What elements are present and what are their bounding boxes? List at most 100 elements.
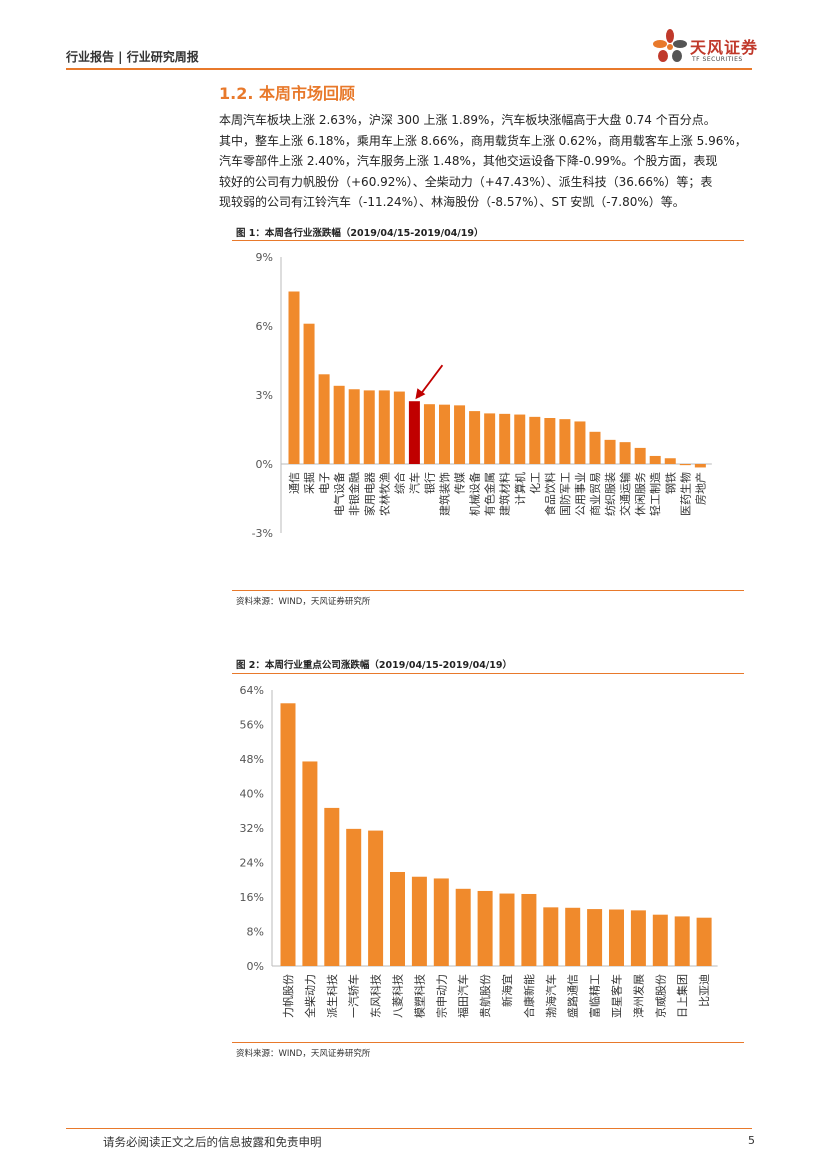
x-category-label: 模塑科技 (412, 974, 426, 1018)
bar (477, 890, 493, 966)
x-category-label: 福田汽车 (456, 974, 470, 1018)
bar (499, 893, 515, 966)
paragraph-line: 汽车零部件上涨 2.40%，汽车服务上涨 1.48%，其他交运设备下降-0.99… (219, 154, 718, 168)
y-tick-label: -3% (252, 527, 273, 540)
logo-subtext: TF SECURITIES (692, 56, 743, 63)
bar (324, 807, 340, 966)
paragraph-line: 现较弱的公司有江铃汽车（-11.24%）、林海股份（-8.57%）、ST 安凯（… (219, 195, 685, 209)
bar (455, 888, 471, 966)
bar (454, 405, 466, 464)
bar (674, 916, 690, 966)
bar (484, 413, 496, 464)
y-tick-label: 40% (240, 788, 264, 801)
x-category-label: 日上集团 (675, 974, 689, 1018)
x-category-label: 医药生物 (678, 472, 692, 516)
bar (318, 374, 330, 464)
bar (390, 871, 405, 966)
x-category-label: 银行 (422, 472, 436, 494)
bar (288, 291, 300, 464)
x-category-label: 食品饮料 (543, 472, 557, 516)
report-header: 行业报告 | 行业研究周报 (66, 50, 199, 64)
y-tick-label: 16% (240, 891, 264, 904)
x-category-label: 力帆股份 (281, 974, 295, 1018)
industry-change-chart: 9%6%3%0%-3%通信 采掘 电子 电气设备 非银金融 家用电器 农林牧渔 综合 汽车 银行建… (252, 251, 712, 540)
x-category-label: 贵航股份 (478, 974, 492, 1018)
y-tick-label: 6% (256, 320, 273, 333)
x-category-label: 休闲服务 (633, 472, 647, 516)
bar (609, 909, 624, 966)
company-change-chart: 64% 56% 48% 40% 32% 24% 16% 8% 0% 力帆股份 全柴动力 派生科技 一汽轿… (240, 684, 718, 1018)
y-tick-label: 48% (240, 753, 264, 766)
x-category-label: 东风科技 (369, 974, 383, 1018)
x-category-label: 新海宜 (500, 974, 514, 1007)
figure2-title: 图 2：本周行业重点公司涨跌幅（2019/04/15-2019/04/19） (236, 660, 513, 671)
arrow-head-icon (415, 388, 426, 400)
figure1-top-rule (232, 240, 744, 241)
bar (696, 917, 712, 966)
y-tick-label: 3% (256, 389, 273, 402)
bar (368, 830, 384, 966)
bar (469, 411, 481, 464)
figure2-source: 资料来源：WIND，天风证券研究所 (236, 1049, 371, 1059)
market-review-paragraph: 本周汽车板块上涨 2.63%，沪深 300 上涨 1.89%，汽车板块涨幅高于大… (219, 110, 764, 213)
x-category-label: 有色金属 (483, 472, 497, 516)
y-tick-label: 8% (247, 926, 264, 939)
bar (393, 391, 405, 464)
bar (694, 464, 706, 468)
x-category-label: 比亚迪 (698, 974, 711, 1007)
x-category-label: 家用电器 (362, 472, 376, 516)
x-category-label: 电气设备 (332, 472, 346, 516)
bar (499, 413, 511, 464)
x-category-label: 盛路通信 (566, 974, 580, 1018)
y-tick-label: 56% (240, 719, 264, 732)
bar (521, 893, 537, 966)
x-category-label: 商业贸易 (588, 472, 602, 516)
header-divider (66, 68, 752, 70)
x-category-label: 农林牧渔 (377, 472, 391, 516)
x-category-label: 公用事业 (574, 472, 587, 516)
x-category-label: 宗申动力 (434, 974, 448, 1018)
x-category-label: 机械设备 (468, 472, 482, 516)
x-category-label: 电子 (318, 472, 331, 494)
bar (559, 419, 571, 464)
bar (630, 910, 646, 966)
bar (652, 914, 668, 966)
footer-divider (66, 1128, 752, 1129)
x-category-label: 综合 (392, 472, 406, 494)
bar (619, 442, 631, 464)
x-category-label: 计算机 (513, 472, 527, 505)
bar (302, 761, 318, 966)
y-tick-label: 0% (256, 458, 273, 471)
paragraph-line: 其中，整车上涨 6.18%，乘用车上涨 8.66%，商用载货车上涨 0.62%，… (219, 133, 747, 148)
bar (544, 418, 556, 464)
bar (346, 828, 362, 966)
x-category-label: 采掘 (302, 472, 316, 494)
bar (543, 907, 559, 966)
bar (589, 431, 601, 464)
bar (565, 907, 581, 966)
x-category-label: 轻工制造 (648, 472, 662, 516)
bar (378, 390, 390, 464)
x-category-label: 建筑装饰 (438, 472, 452, 516)
x-category-label: 富临精工 (588, 974, 602, 1018)
x-category-label: 全柴动力 (303, 974, 317, 1018)
x-category-label: 派生科技 (325, 974, 339, 1018)
bar (303, 323, 315, 464)
y-tick-label: 32% (240, 822, 264, 835)
highlight-bar (408, 401, 420, 464)
figure1-bottom-rule (232, 590, 744, 591)
bar (411, 876, 427, 966)
y-tick-label: 64% (240, 684, 264, 697)
figure1-title: 图 1：本周各行业涨跌幅（2019/04/15-2019/04/19） (236, 228, 484, 239)
x-category-label: 钢铁 (664, 472, 677, 494)
bar (604, 439, 616, 464)
bar (649, 455, 661, 464)
x-category-label: 漳州发展 (631, 974, 645, 1018)
bar (439, 404, 450, 464)
bar (348, 389, 360, 464)
bar (423, 404, 435, 464)
bar (433, 878, 449, 966)
figure1-source: 资料来源：WIND，天风证券研究所 (236, 597, 371, 607)
section-title: 1.2. 本周市场回顾 (219, 84, 355, 103)
x-category-label: 渤海汽车 (544, 974, 558, 1018)
